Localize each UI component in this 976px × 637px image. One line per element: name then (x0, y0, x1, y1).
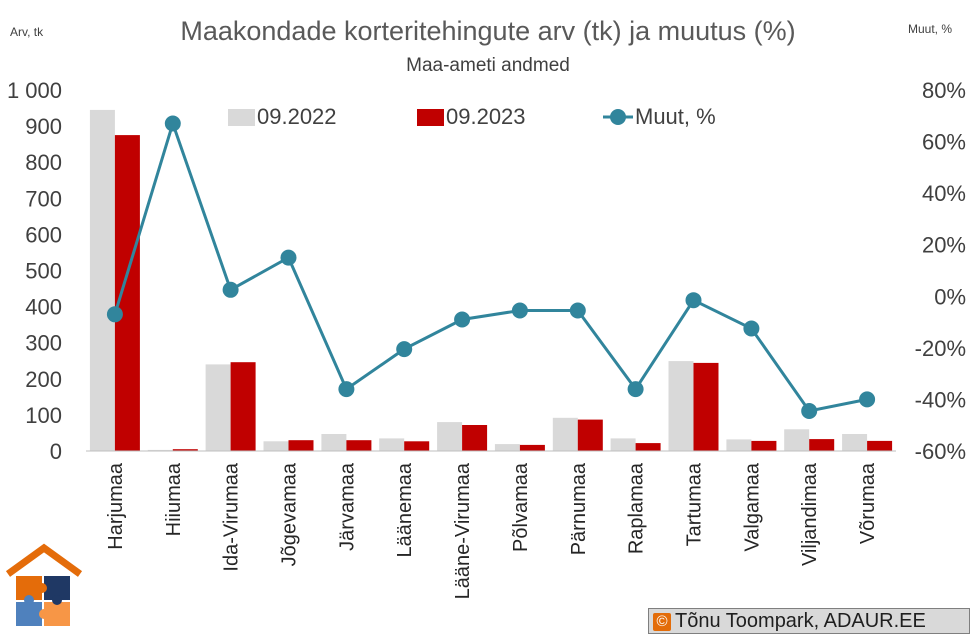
left-axis-tick-label: 0 (50, 439, 62, 464)
change-point-Hiiumaa (164, 115, 181, 132)
x-axis-ticks: Harjumaa Hiiumaa Ida-Virumaa Jõgevamaa Järva… (105, 462, 879, 599)
bar-09-2023-Viljandimaa (809, 439, 835, 451)
x-axis-tick-label: Jõgevamaa (279, 462, 301, 566)
bar-09-2023-Harjumaa (114, 135, 140, 451)
bar-09-2022-Läänemaa (379, 438, 405, 451)
right-axis-tick-label: -60% (915, 439, 966, 464)
left-axis-tick-label: 400 (25, 295, 62, 320)
bar-09-2023-Lääne-Virumaa (462, 425, 488, 451)
x-axis-tick-label: Hiiumaa (163, 462, 185, 536)
change-point-Viljandimaa (801, 403, 818, 419)
bar-09-2023-Põlvamaa (519, 444, 545, 451)
bar-09-2023-Raplamaa (635, 443, 661, 451)
change-point-Läänemaa (396, 341, 413, 358)
x-axis-tick-label: Järvamaa (336, 462, 358, 551)
change-point-Valgamaa (743, 320, 760, 337)
bar-09-2023-Võrumaa (867, 440, 893, 451)
bar-09-2022-Viljandimaa (784, 429, 810, 451)
x-axis-tick-label: Raplamaa (626, 462, 648, 554)
bar-09-2022-Põlvamaa (494, 444, 520, 451)
bar-09-2022-Raplamaa (610, 438, 636, 451)
right-axis-tick-label: -40% (915, 387, 966, 412)
left-axis-unit-label: Arv, tk (10, 25, 44, 39)
credit-text: Tõnu Toompark, ADAUR.EE (675, 610, 926, 632)
right-axis-tick-label: -20% (915, 336, 966, 361)
legend-label-change: Muut, % (635, 104, 716, 129)
bar-09-2023-Pärnumaa (577, 419, 603, 451)
bar-series (89, 109, 893, 452)
bar-09-2022-Jõgevamaa (263, 441, 289, 451)
x-axis-tick-label: Harjumaa (105, 462, 127, 550)
left-axis-tick-label: 500 (25, 259, 62, 284)
copyright-symbol: © (653, 613, 671, 631)
change-point-Tartumaa (685, 292, 702, 309)
change-point-Lääne-Virumaa (454, 311, 471, 328)
right-axis-ticks: -60% -40% -20% 0% 20% 40% 60% 80% (915, 78, 966, 464)
left-axis-tick-label: 700 (25, 186, 62, 211)
left-axis-tick-label: 300 (25, 331, 62, 356)
right-axis-unit-label: Muut, % (908, 22, 952, 36)
chart-title: Maakondade korteritehingute arv (tk) ja … (180, 16, 795, 46)
left-axis-tick-label: 900 (25, 114, 62, 139)
change-point-Jõgevamaa (280, 249, 297, 266)
right-axis-tick-label: 60% (922, 130, 966, 155)
x-axis-tick-label: Valgamaa (741, 462, 763, 551)
legend-swatch-2023 (417, 109, 444, 126)
right-axis-tick-label: 0% (934, 284, 966, 309)
bar-09-2023-Hiiumaa (172, 449, 198, 451)
bar-09-2022-Pärnumaa (552, 417, 578, 451)
change-point-Raplamaa (627, 381, 644, 398)
house-puzzle-logo-icon (5, 543, 83, 626)
right-axis-tick-label: 20% (922, 233, 966, 258)
bar-09-2023-Valgamaa (751, 440, 777, 451)
left-axis-tick-label: 200 (25, 367, 62, 392)
bar-09-2022-Lääne-Virumaa (437, 422, 463, 451)
legend: 09.2022 09.2023 Muut, % (228, 104, 716, 129)
legend-marker-change (610, 109, 626, 125)
bar-09-2022-Valgamaa (726, 439, 752, 451)
x-axis-tick-label: Viljandimaa (799, 462, 821, 566)
change-line-series (106, 115, 876, 419)
bar-09-2023-Tartumaa (693, 362, 719, 451)
x-axis-tick-label: Ida-Virumaa (221, 462, 243, 571)
bar-09-2022-Ida-Virumaa (205, 364, 231, 451)
change-point-Põlvamaa (511, 302, 528, 319)
bar-09-2022-Harjumaa (89, 109, 115, 452)
bar-09-2022-Hiiumaa (147, 449, 173, 451)
x-axis-tick-label: Tartumaa (684, 462, 706, 546)
chart-subtitle: Maa-ameti andmed (406, 55, 570, 76)
bar-09-2023-Ida-Virumaa (230, 362, 256, 451)
change-point-Pärnumaa (569, 302, 586, 319)
x-axis-tick-label: Lääne-Virumaa (452, 462, 474, 599)
right-axis-tick-label: 80% (922, 78, 966, 103)
bar-09-2022-Järvamaa (321, 434, 347, 451)
x-axis-tick-label: Pärnumaa (568, 462, 590, 555)
bar-09-2022-Võrumaa (842, 434, 868, 451)
bar-09-2023-Läänemaa (404, 441, 430, 451)
legend-label-2022: 09.2022 (257, 104, 337, 129)
x-axis-tick-label: Põlvamaa (510, 462, 532, 552)
left-axis-ticks: 0 100 200 300 400 500 600 700 800 900 1 000 (7, 78, 62, 464)
x-axis-tick-label: Võrumaa (857, 462, 879, 544)
left-axis-tick-label: 100 (25, 403, 62, 428)
change-line (113, 118, 868, 413)
copyright-credit: © Tõnu Toompark, ADAUR.EE (648, 608, 970, 634)
bar-09-2023-Järvamaa (346, 440, 372, 451)
bar-09-2023-Jõgevamaa (288, 440, 314, 451)
change-point-Järvamaa (338, 381, 355, 398)
legend-label-2023: 09.2023 (446, 104, 526, 129)
bar-09-2022-Tartumaa (668, 361, 694, 451)
left-axis-tick-label: 1 000 (7, 78, 62, 103)
right-axis-tick-label: 40% (922, 181, 966, 206)
change-point-Harjumaa (106, 306, 123, 323)
left-axis-tick-label: 800 (25, 150, 62, 175)
legend-swatch-2022 (228, 109, 255, 126)
change-point-Võrumaa (859, 391, 876, 408)
left-axis-tick-label: 600 (25, 222, 62, 247)
x-axis-tick-label: Läänemaa (394, 462, 416, 557)
change-point-Ida-Virumaa (222, 281, 239, 298)
